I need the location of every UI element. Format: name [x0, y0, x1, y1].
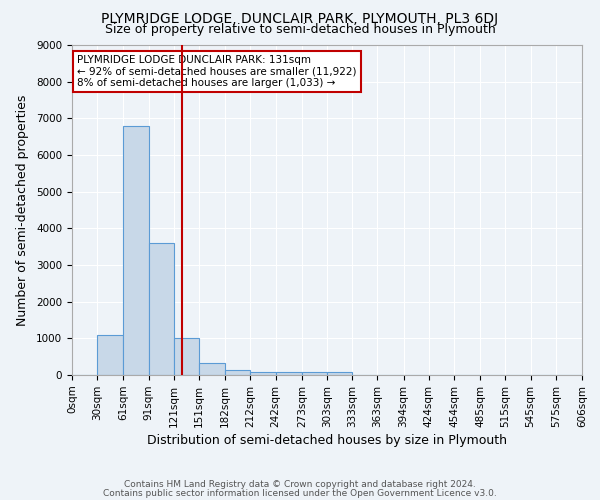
Text: Contains HM Land Registry data © Crown copyright and database right 2024.: Contains HM Land Registry data © Crown c… [124, 480, 476, 489]
Bar [149, 243, 174, 375]
Text: PLYMRIDGE LODGE DUNCLAIR PARK: 131sqm
← 92% of semi-detached houses are smaller : PLYMRIDGE LODGE DUNCLAIR PARK: 131sqm ← … [77, 55, 356, 88]
Text: Size of property relative to semi-detached houses in Plymouth: Size of property relative to semi-detach… [104, 22, 496, 36]
Bar [250, 372, 275, 375]
Y-axis label: Number of semi-detached properties: Number of semi-detached properties [16, 94, 29, 326]
Bar [302, 372, 327, 375]
Bar [174, 338, 199, 375]
Bar [97, 334, 124, 375]
Bar [225, 370, 250, 375]
Bar [199, 364, 225, 375]
X-axis label: Distribution of semi-detached houses by size in Plymouth: Distribution of semi-detached houses by … [147, 434, 507, 447]
Bar [275, 372, 302, 375]
Text: Contains public sector information licensed under the Open Government Licence v3: Contains public sector information licen… [103, 488, 497, 498]
Text: PLYMRIDGE LODGE, DUNCLAIR PARK, PLYMOUTH, PL3 6DJ: PLYMRIDGE LODGE, DUNCLAIR PARK, PLYMOUTH… [101, 12, 499, 26]
Bar [327, 372, 352, 375]
Bar [124, 126, 149, 375]
